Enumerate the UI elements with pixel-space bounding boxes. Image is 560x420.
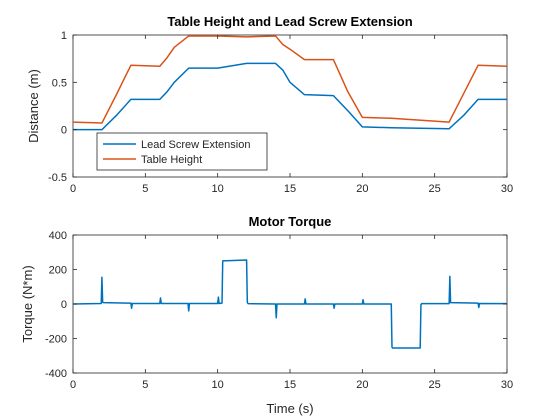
bottom-y-ticks: -400 -200 0 200 400 bbox=[45, 230, 507, 380]
top-x-tick-label: 10 bbox=[212, 183, 224, 195]
bottom-y-tick-label: 0 bbox=[61, 299, 67, 311]
bottom-x-tick-label: 5 bbox=[142, 379, 148, 391]
bottom-x-tick-label: 10 bbox=[212, 379, 224, 391]
top-x-tick-label: 5 bbox=[142, 183, 148, 195]
bottom-series-line-0 bbox=[72, 259, 508, 349]
bottom-y-tick-label: -200 bbox=[45, 334, 67, 346]
legend-box bbox=[96, 132, 268, 171]
top-y-tick-label: 0.5 bbox=[52, 77, 67, 89]
top-y-tick-label: 1 bbox=[61, 30, 67, 42]
bottom-x-axis-label: Time (s) bbox=[266, 401, 313, 416]
bottom-y-tick-label: -400 bbox=[45, 368, 67, 380]
top-y-ticks: -0.5 0 0.5 1 bbox=[48, 30, 507, 184]
top-y-tick-label: 0 bbox=[61, 125, 67, 137]
top-y-tick-label: -0.5 bbox=[48, 172, 67, 184]
top-x-tick-label: 15 bbox=[284, 183, 296, 195]
bottom-series-group bbox=[72, 259, 508, 349]
bottom-x-tick-label: 20 bbox=[356, 379, 368, 391]
top-series-group bbox=[72, 35, 508, 131]
bottom-y-axis-label: Torque (N*m) bbox=[20, 265, 35, 342]
top-x-tick-label: 30 bbox=[501, 183, 513, 195]
top-chart-title: Table Height and Lead Screw Extension bbox=[167, 14, 412, 29]
bottom-x-ticks: 0 5 10 15 20 25 30 bbox=[70, 235, 513, 391]
legend-label-table-height: Table Height bbox=[141, 154, 202, 166]
bottom-x-tick-label: 0 bbox=[70, 379, 76, 391]
top-x-ticks: 0 5 10 15 20 25 30 bbox=[70, 35, 513, 195]
bottom-x-tick-label: 15 bbox=[284, 379, 296, 391]
bottom-y-tick-label: 200 bbox=[49, 265, 67, 277]
bottom-y-tick-label: 400 bbox=[49, 230, 67, 242]
bottom-chart-title: Motor Torque bbox=[249, 214, 332, 229]
bottom-x-tick-label: 30 bbox=[501, 379, 513, 391]
top-x-tick-label: 20 bbox=[356, 183, 368, 195]
top-y-axis-label: Distance (m) bbox=[26, 69, 41, 143]
legend-label-lead-screw: Lead Screw Extension bbox=[141, 139, 250, 151]
bottom-x-tick-label: 25 bbox=[429, 379, 441, 391]
top-chart: 0 5 10 15 20 25 30 -0.500.51 Table Height and … bbox=[26, 14, 513, 195]
top-x-tick-label: 25 bbox=[429, 183, 441, 195]
top-legend: Lead Screw Extension Table Height bbox=[96, 132, 268, 171]
top-x-tick-label: 0 bbox=[70, 183, 76, 195]
top-series-line-1 bbox=[72, 35, 508, 124]
bottom-chart: 0 5 10 15 20 25 30 -400 -200 0 200 400 Motor Torqu… bbox=[20, 214, 513, 416]
top-series-line-0 bbox=[73, 62, 507, 131]
